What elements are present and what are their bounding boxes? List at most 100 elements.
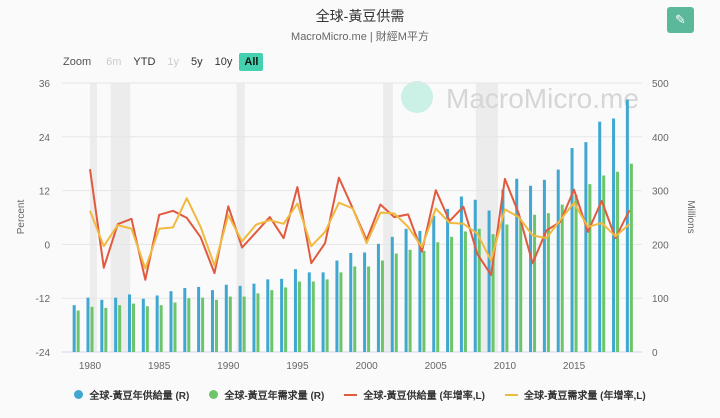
zoom-6m-button[interactable]: 6m (106, 56, 122, 68)
right-axis-tick: 400 (652, 133, 669, 144)
supply-bar (72, 305, 76, 352)
supply-bar (542, 179, 546, 352)
supply-bar (266, 279, 270, 352)
x-axis-tick: 1980 (79, 361, 102, 372)
legend-item-supply-growth[interactable]: 全球-黃豆供給量 (年增率,L) (344, 387, 485, 402)
demand-bar (574, 194, 578, 352)
supply-bar (238, 285, 242, 352)
left-axis-tick: 24 (39, 133, 51, 144)
supply-bar (598, 121, 602, 353)
zoom-10y-button[interactable]: 10y (214, 56, 233, 68)
legend-marker (344, 393, 358, 396)
supply-bar (224, 284, 228, 352)
demand-bar (145, 306, 149, 352)
demand-bar (380, 260, 384, 352)
supply-bar (432, 215, 436, 352)
demand-bar (297, 281, 301, 352)
legend-item-demand-growth[interactable]: 全球-黃豆需求量 (年增率,L) (505, 387, 646, 402)
legend-item-supply[interactable]: 全球-黃豆年供給量 (R) (74, 387, 189, 402)
demand-bar (463, 231, 467, 352)
supply-bar (86, 297, 90, 352)
demand-bar (546, 213, 550, 352)
zoom-5y-button[interactable]: 5y (191, 56, 203, 68)
right-axis-tick: 100 (652, 294, 669, 305)
demand-bar (422, 250, 426, 352)
recession-band (110, 83, 131, 352)
demand-bar (284, 287, 288, 352)
demand-bar (367, 266, 371, 352)
left-axis-tick: 36 (39, 79, 51, 90)
zoom-label: Zoom (63, 56, 92, 68)
demand-bar (505, 224, 509, 352)
left-axis-label: Percent (16, 200, 27, 235)
demand-bar (408, 249, 412, 352)
supply-bar (169, 291, 173, 352)
left-axis-tick: -24 (36, 348, 51, 359)
watermark-text: MacroMicro.me (446, 83, 639, 114)
supply-bar (307, 272, 311, 352)
pencil-icon: ✎ (675, 12, 686, 27)
demand-bar (560, 204, 564, 352)
supply-bar (487, 210, 491, 352)
demand-bar (339, 272, 343, 352)
demand-bar (353, 266, 357, 352)
legend-marker (209, 390, 219, 399)
demand-bar (187, 298, 191, 352)
supply-bar (515, 178, 519, 352)
demand-bar (436, 242, 440, 352)
supply-bar (321, 272, 325, 352)
demand-bar (201, 297, 205, 352)
recession-band (383, 83, 393, 352)
demand-bar (159, 305, 163, 352)
legend: 全球-黃豆年供給量 (R) 全球-黃豆年需求量 (R) 全球-黃豆供給量 (年增… (0, 387, 720, 402)
edit-button[interactable]: ✎ (667, 7, 694, 33)
supply-bar (529, 185, 533, 352)
supply-bar (556, 169, 560, 352)
demand-bar (394, 253, 398, 352)
demand-bar (519, 219, 523, 352)
supply-bar (100, 299, 104, 352)
supply-bar (404, 228, 408, 352)
zoom-1y-button[interactable]: 1y (167, 56, 180, 68)
supply-bar (376, 243, 380, 352)
demand-bar (450, 236, 454, 352)
zoom-ytd-button[interactable]: YTD (133, 56, 156, 68)
legend-item-demand[interactable]: 全球-黃豆年需求量 (R) (209, 387, 324, 402)
supply-bar (335, 260, 339, 352)
left-axis-tick: -12 (36, 294, 51, 305)
supply-bar (390, 236, 394, 352)
supply-bar (197, 286, 201, 352)
supply-bar (114, 297, 118, 352)
right-axis-tick: 0 (652, 348, 658, 359)
demand-bar (533, 214, 537, 352)
supply-bar (293, 269, 297, 352)
legend-label: 全球-黃豆需求量 (年增率,L) (524, 391, 646, 402)
supply-bar (418, 230, 422, 352)
demand-bar (228, 296, 232, 352)
demand-bar (311, 281, 315, 352)
supply-bar (155, 295, 159, 352)
supply-bar (280, 278, 284, 352)
x-axis-tick: 1995 (286, 361, 309, 372)
demand-bar (325, 279, 329, 352)
right-axis-tick: 300 (652, 187, 669, 198)
demand-bar (270, 290, 274, 352)
chart-subtitle: MacroMicro.me | 財經M平方 (291, 31, 429, 43)
legend-marker (505, 393, 518, 396)
supply-bar (446, 208, 450, 352)
demand-bar (629, 163, 633, 352)
demand-growth-line (89, 197, 631, 270)
right-axis-label: Millions (685, 200, 696, 233)
supply-bar (501, 189, 505, 352)
x-axis-tick: 1990 (217, 361, 240, 372)
supply-bar (349, 253, 353, 352)
legend-label: 全球-黃豆供給量 (年增率,L) (363, 391, 485, 402)
x-axis-tick: 1985 (148, 361, 171, 372)
left-axis-tick: 12 (39, 187, 51, 198)
zoom-all-button[interactable]: All (239, 53, 264, 71)
recession-band (236, 83, 245, 352)
x-axis-tick: 2015 (563, 361, 586, 372)
legend-marker (74, 390, 84, 399)
legend-label: 全球-黃豆年供給量 (R) (89, 391, 190, 402)
demand-bar (242, 296, 246, 352)
